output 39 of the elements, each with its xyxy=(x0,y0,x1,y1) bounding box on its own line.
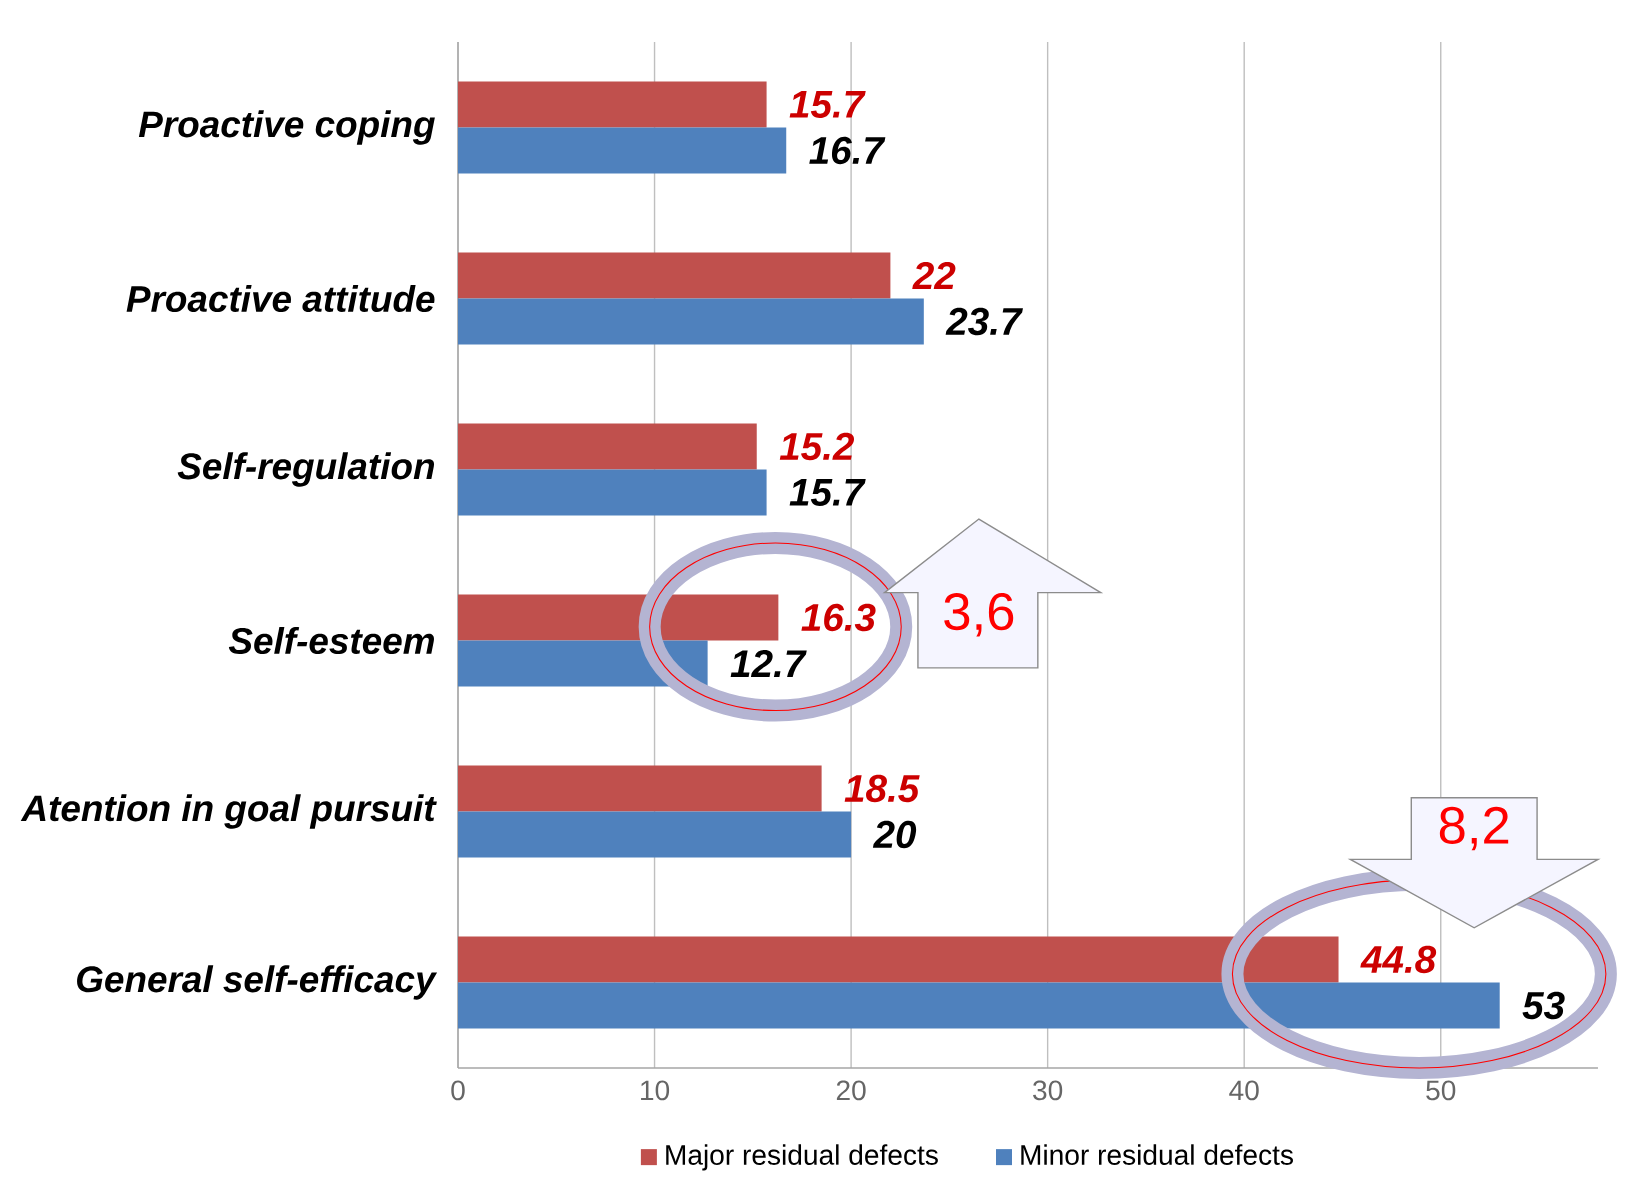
data-label: 15.7 xyxy=(789,91,866,118)
y-tick-label: Self-esteem xyxy=(228,626,434,655)
bar xyxy=(457,81,767,128)
y-tick-label: Proactive attitude xyxy=(126,284,435,313)
data-label: 20 xyxy=(872,820,917,849)
data-label: 15.7 xyxy=(789,479,866,506)
data-label: 16.3 xyxy=(801,603,876,632)
data-label: 16.7 xyxy=(809,136,886,165)
data-label: 12.7 xyxy=(730,650,807,677)
legend-label: Major residual defects xyxy=(666,1144,938,1171)
x-tick-label: 10 xyxy=(641,1080,670,1101)
legend-label: Minor residual defects xyxy=(1021,1144,1293,1165)
bar xyxy=(457,252,891,299)
x-tick-label: 0 xyxy=(451,1080,465,1101)
x-tick-label: 50 xyxy=(1426,1080,1456,1101)
bar xyxy=(457,594,779,641)
x-tick-label: 40 xyxy=(1229,1080,1259,1101)
x-tick-label: 20 xyxy=(836,1080,866,1101)
y-tick-label: Atention in goal pursuit xyxy=(20,794,437,829)
bar xyxy=(457,127,787,174)
data-label: 53 xyxy=(1522,991,1565,1020)
bar xyxy=(457,982,1500,1029)
y-tick-label: General self-efficacy xyxy=(77,965,438,1000)
data-label: 44.8 xyxy=(1360,945,1437,974)
bar xyxy=(457,936,1339,983)
y-tick-label: Proactive coping xyxy=(138,110,435,145)
data-label: 22 xyxy=(912,262,956,289)
data-label: 18.5 xyxy=(844,774,920,803)
annotation: 8,2 xyxy=(1439,806,1509,851)
bar xyxy=(457,765,822,812)
bar xyxy=(457,298,924,345)
data-label: 15.2 xyxy=(779,432,855,461)
bar xyxy=(457,423,757,470)
bar xyxy=(457,811,852,858)
data-label: 23.7 xyxy=(945,307,1023,336)
x-tick-label: 30 xyxy=(1033,1080,1063,1101)
bar xyxy=(457,469,767,516)
y-tick-label: Self-regulation xyxy=(177,452,435,487)
annotation: 3,6 xyxy=(944,593,1014,637)
